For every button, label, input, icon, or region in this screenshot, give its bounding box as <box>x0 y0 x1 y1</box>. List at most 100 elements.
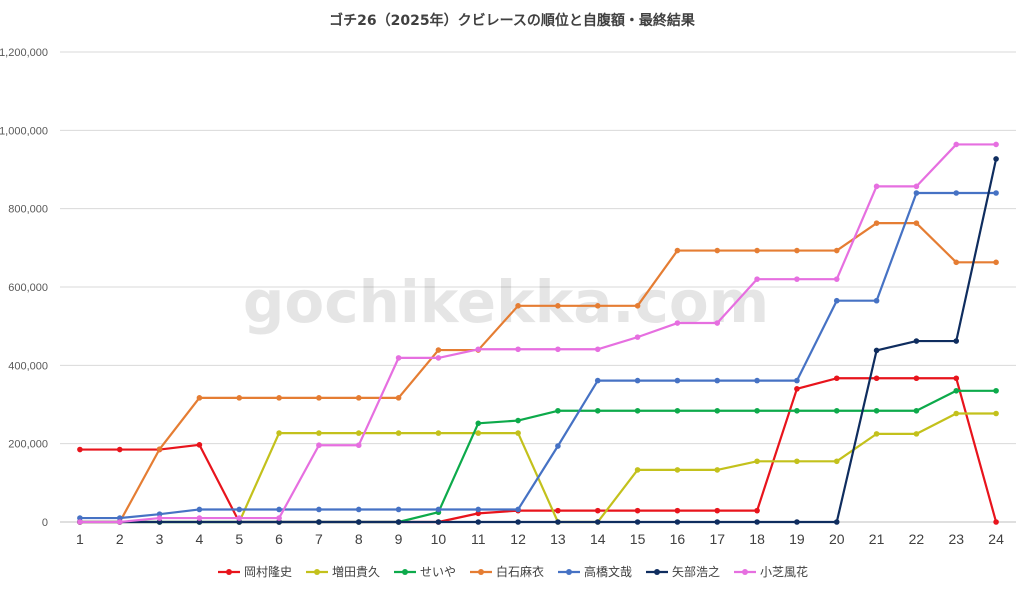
series-5 <box>77 190 999 521</box>
data-point <box>873 220 880 226</box>
data-point <box>475 420 482 427</box>
data-point <box>833 519 840 525</box>
data-point <box>794 247 800 254</box>
x-tick-label: 18 <box>749 531 765 547</box>
data-point <box>435 355 442 361</box>
y-tick-label: 400,000 <box>8 360 48 372</box>
data-point <box>833 276 840 282</box>
data-point <box>873 183 880 190</box>
legend-item: 矢部浩之 <box>646 564 720 579</box>
legend-item: せいや <box>394 565 456 579</box>
series-line <box>79 158 998 524</box>
data-point <box>794 276 800 282</box>
data-point <box>754 458 760 465</box>
data-point <box>833 297 840 304</box>
data-point <box>873 431 880 437</box>
data-point <box>714 320 721 326</box>
x-tick-label: 4 <box>196 531 204 547</box>
series-layer <box>77 141 999 525</box>
data-point <box>116 446 123 453</box>
data-point <box>873 407 880 414</box>
series-line <box>79 389 997 524</box>
x-tick-label: 5 <box>235 531 243 547</box>
x-tick-label: 10 <box>431 531 447 547</box>
legend-item: 小芝風花 <box>734 564 808 579</box>
x-tick-label: 19 <box>789 531 805 547</box>
data-point <box>754 247 760 254</box>
x-tick-label: 13 <box>550 531 566 547</box>
x-tick-label: 16 <box>670 531 686 547</box>
data-point <box>953 338 960 344</box>
data-point <box>355 442 362 449</box>
data-point <box>674 247 681 254</box>
data-point <box>276 395 282 401</box>
data-point <box>634 507 641 514</box>
data-point <box>236 515 243 521</box>
series-3 <box>77 387 999 525</box>
data-point <box>515 417 521 424</box>
data-point <box>355 519 362 525</box>
data-point <box>555 519 561 525</box>
data-point <box>276 506 282 513</box>
data-point <box>794 407 800 414</box>
data-point <box>276 515 282 521</box>
data-point <box>993 141 999 148</box>
x-tick-label: 17 <box>709 531 725 547</box>
data-point <box>594 303 601 309</box>
x-tick-label: 23 <box>948 531 964 547</box>
data-point <box>993 410 999 417</box>
x-axis: 1 2 3 4 5 6 7 8 9 10 11 12 13 14 15 16 17 18 19 20 21 22 23 24 <box>76 531 1004 547</box>
data-point <box>196 506 203 513</box>
data-point <box>594 519 601 525</box>
legend-marker <box>226 569 232 575</box>
x-tick-label: 24 <box>988 531 1004 547</box>
data-point <box>953 190 960 196</box>
y-tick-label: 0 <box>42 517 48 529</box>
data-point <box>794 458 800 465</box>
series-line <box>79 377 998 524</box>
data-point <box>833 375 840 382</box>
x-tick-label: 14 <box>590 531 606 547</box>
data-point <box>555 346 561 353</box>
data-point <box>395 519 402 525</box>
x-tick-label: 20 <box>829 531 845 547</box>
data-point <box>475 430 482 436</box>
legend-marker <box>402 569 408 575</box>
data-point <box>674 377 681 384</box>
data-point <box>634 519 641 525</box>
y-tick-label: 600,000 <box>8 282 48 294</box>
data-point <box>873 347 880 354</box>
data-point <box>833 407 840 414</box>
data-point <box>316 395 322 401</box>
data-point <box>475 519 482 525</box>
legend-marker <box>314 569 320 575</box>
data-point <box>475 346 482 353</box>
y-tick-label: 200,000 <box>8 439 48 451</box>
data-point <box>634 467 641 473</box>
data-point <box>395 355 402 361</box>
data-point <box>594 407 601 414</box>
data-point <box>634 303 641 309</box>
x-tick-label: 15 <box>630 531 646 547</box>
gridlines <box>60 51 1016 523</box>
data-point <box>116 515 123 521</box>
data-point <box>714 519 721 525</box>
data-point <box>435 519 442 525</box>
data-point <box>555 507 561 514</box>
legend-label: 増田貴久 <box>332 565 380 579</box>
data-point <box>395 506 402 513</box>
data-point <box>993 156 999 162</box>
data-point <box>316 506 322 513</box>
data-point <box>355 430 362 436</box>
data-point <box>913 375 920 382</box>
data-point <box>77 515 83 521</box>
legend-marker <box>742 569 748 575</box>
data-point <box>913 183 920 190</box>
data-point <box>156 511 163 517</box>
legend-item: 岡村隆史 <box>218 564 292 579</box>
data-point <box>196 515 203 521</box>
data-point <box>156 446 163 452</box>
data-point <box>674 507 681 514</box>
data-point <box>714 407 721 414</box>
data-point <box>754 276 760 282</box>
